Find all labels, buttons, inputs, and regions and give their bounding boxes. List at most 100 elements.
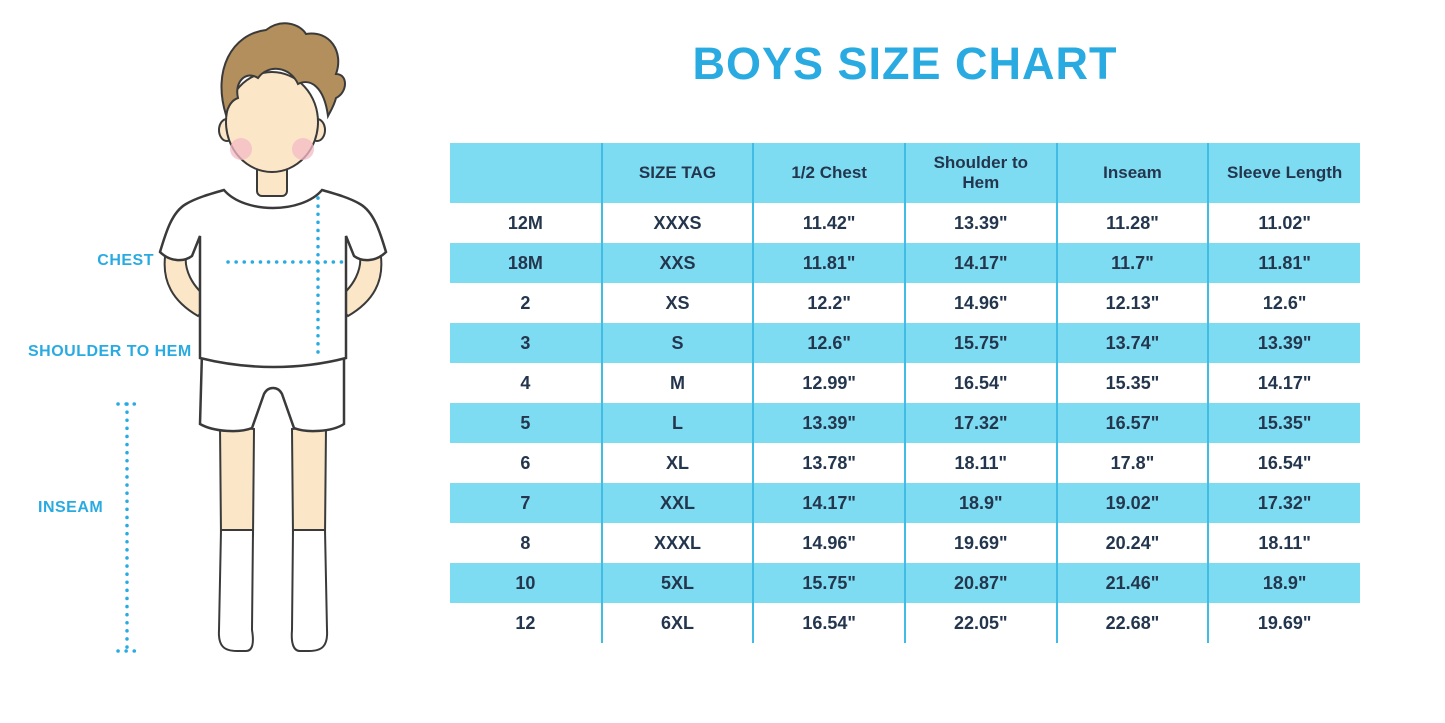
table-cell: 12M	[450, 203, 602, 243]
table-cell: XXS	[600, 243, 754, 283]
table-cell: XS	[600, 283, 754, 323]
table-cell: 18M	[450, 243, 602, 283]
table-cell: M	[600, 363, 754, 403]
table-cell: XXL	[600, 483, 754, 523]
table-cell: 16.54"	[752, 603, 905, 643]
table-cell: 11.28"	[1055, 203, 1209, 243]
figure-panel: CHEST SHOULDER TO HEM INSEAM	[0, 0, 450, 723]
header-cell-sleeve-length: Sleeve Length	[1207, 143, 1360, 203]
table-cell: 12.2"	[752, 283, 905, 323]
table-cell: 11.42"	[752, 203, 905, 243]
table-cell: 15.75"	[752, 563, 905, 603]
table-cell: 10	[450, 563, 602, 603]
table-row: 6 XL 13.78" 18.11" 17.8" 16.54"	[450, 443, 1360, 483]
inseam-label: INSEAM	[38, 499, 104, 516]
table-row: 8 XXXL 14.96" 19.69" 20.24" 18.11"	[450, 523, 1360, 563]
table-cell: XL	[600, 443, 754, 483]
table-cell: 18.9"	[903, 483, 1057, 523]
table-cell: S	[600, 323, 754, 363]
table-cell: 14.17"	[903, 243, 1057, 283]
table-row: 5 L 13.39" 17.32" 16.57" 15.35"	[450, 403, 1360, 443]
header-cell-half-chest: 1/2 Chest	[752, 143, 905, 203]
table-cell: 22.68"	[1055, 603, 1209, 643]
page-title: BOYS SIZE CHART	[692, 38, 1118, 89]
table-cell: 20.24"	[1055, 523, 1209, 563]
table-row: 12 6XL 16.54" 22.05" 22.68" 19.69"	[450, 603, 1360, 643]
boy-hair	[220, 22, 346, 120]
size-table: SIZE TAG 1/2 Chest Shoulder to Hem Insea…	[450, 143, 1360, 643]
table-cell: 14.17"	[1207, 363, 1360, 403]
table-cell: 14.96"	[752, 523, 905, 563]
shoulder-to-hem-label: SHOULDER TO HEM	[28, 343, 192, 360]
table-cell: 19.02"	[1055, 483, 1209, 523]
table-cell: 12.99"	[752, 363, 905, 403]
table-row: 4 M 12.99" 16.54" 15.35" 14.17"	[450, 363, 1360, 403]
table-cell: 13.39"	[903, 203, 1057, 243]
table-cell: 22.05"	[903, 603, 1057, 643]
table-row: 10 5XL 15.75" 20.87" 21.46" 18.9"	[450, 563, 1360, 603]
table-cell: 2	[450, 283, 602, 323]
table-cell: 17.32"	[903, 403, 1057, 443]
boy-left-leg	[218, 424, 256, 537]
table-cell: 15.35"	[1055, 363, 1209, 403]
header-row: SIZE TAG 1/2 Chest Shoulder to Hem Insea…	[450, 143, 1360, 203]
boy-left-sock	[217, 529, 255, 652]
boy-right-cheek	[292, 138, 314, 160]
table-cell: L	[600, 403, 754, 443]
table-cell: 18.11"	[903, 443, 1057, 483]
header-cell-size-tag: SIZE TAG	[600, 143, 754, 203]
table-cell: 17.32"	[1207, 483, 1360, 523]
table-cell: 12.6"	[1207, 283, 1360, 323]
table-cell: 3	[450, 323, 602, 363]
size-table-body: 12M XXXS 11.42" 13.39" 11.28" 11.02" 18M XXS 11.…	[450, 203, 1360, 643]
table-cell: 16.54"	[1207, 443, 1360, 483]
table-cell: 18.9"	[1207, 563, 1360, 603]
table-cell: 14.96"	[903, 283, 1057, 323]
table-row: 12M XXXS 11.42" 13.39" 11.28" 11.02"	[450, 203, 1360, 243]
boy-right-sock	[290, 529, 329, 652]
table-cell: 17.8"	[1055, 443, 1209, 483]
table-cell: 16.54"	[903, 363, 1057, 403]
table-cell: 21.46"	[1055, 563, 1209, 603]
boy-left-cheek	[230, 138, 252, 160]
table-cell: 20.87"	[903, 563, 1057, 603]
table-row: 3 S 12.6" 15.75" 13.74" 13.39"	[450, 323, 1360, 363]
table-row: 18M XXS 11.81" 14.17" 11.7" 11.81"	[450, 243, 1360, 283]
table-cell: 5	[450, 403, 602, 443]
table-cell: XXXL	[600, 523, 754, 563]
table-cell: 13.78"	[752, 443, 905, 483]
table-cell: 11.02"	[1207, 203, 1360, 243]
chest-label: CHEST	[97, 252, 154, 269]
header-cell-size	[450, 143, 602, 203]
table-cell: 19.69"	[1207, 603, 1360, 643]
size-table-header: SIZE TAG 1/2 Chest Shoulder to Hem Insea…	[450, 143, 1360, 203]
header-cell-inseam: Inseam	[1055, 143, 1209, 203]
table-cell: 16.57"	[1055, 403, 1209, 443]
table-cell: 15.75"	[903, 323, 1057, 363]
table-cell: 15.35"	[1207, 403, 1360, 443]
table-row: 7 XXL 14.17" 18.9" 19.02" 17.32"	[450, 483, 1360, 523]
table-cell: 18.11"	[1207, 523, 1360, 563]
boy-tshirt	[158, 188, 388, 369]
table-cell: 14.17"	[752, 483, 905, 523]
boy-right-leg	[290, 424, 328, 537]
boy-illustration	[116, 22, 388, 653]
table-cell: 5XL	[600, 563, 754, 603]
table-cell: 4	[450, 363, 602, 403]
table-cell: 11.81"	[1207, 243, 1360, 283]
table-cell: 12	[450, 603, 602, 643]
table-row: 2 XS 12.2" 14.96" 12.13" 12.6"	[450, 283, 1360, 323]
table-cell: 6XL	[600, 603, 754, 643]
table-cell: XXXS	[600, 203, 754, 243]
table-cell: 19.69"	[903, 523, 1057, 563]
table-cell: 8	[450, 523, 602, 563]
table-cell: 12.6"	[752, 323, 905, 363]
table-cell: 13.74"	[1055, 323, 1209, 363]
table-cell: 13.39"	[752, 403, 905, 443]
table-cell: 7	[450, 483, 602, 523]
table-cell: 11.81"	[752, 243, 905, 283]
table-cell: 12.13"	[1055, 283, 1209, 323]
table-cell: 11.7"	[1055, 243, 1209, 283]
table-cell: 13.39"	[1207, 323, 1360, 363]
